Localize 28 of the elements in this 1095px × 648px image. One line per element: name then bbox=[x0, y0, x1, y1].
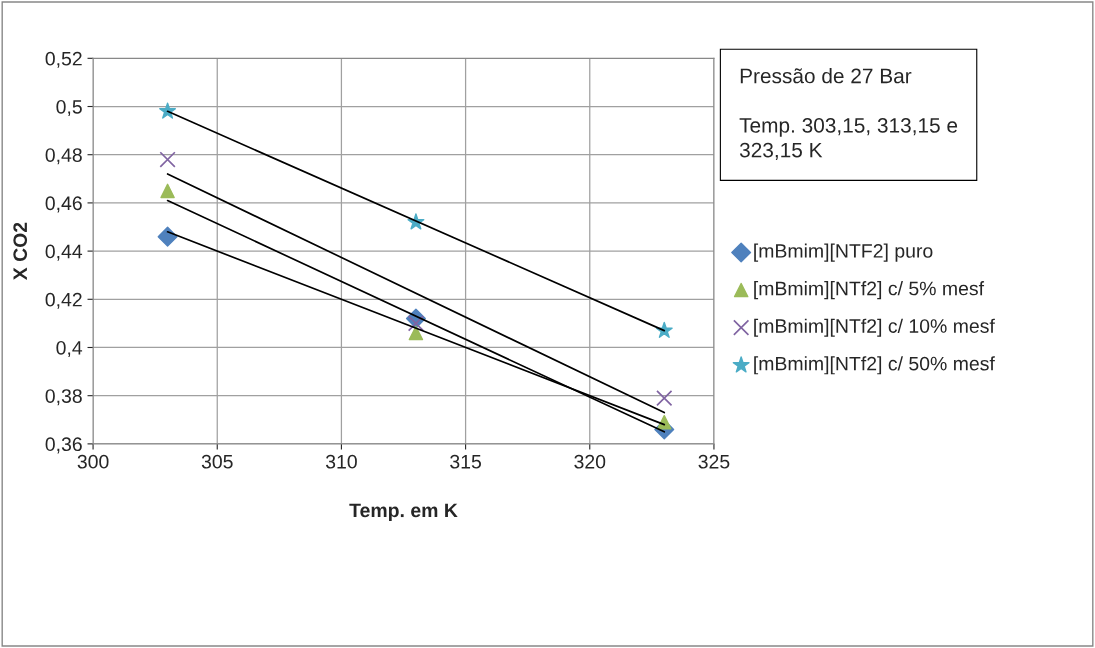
y-tick-label: 0,46 bbox=[45, 196, 82, 213]
x-tick-label: 315 bbox=[450, 454, 481, 469]
legend-label: [mBmim][NTf2] c/ 50% mesf bbox=[754, 356, 995, 375]
y-tick-label: 0,44 bbox=[45, 244, 83, 261]
x-tick-label: 325 bbox=[698, 454, 730, 469]
point bbox=[157, 226, 178, 247]
point bbox=[160, 183, 175, 199]
point bbox=[407, 315, 425, 332]
legend-label: [mBmim][NTF2] puro bbox=[754, 243, 933, 262]
text: Pressão de 27 Bar Temp. 303,15, 313,15 e 323,15 K bbox=[739, 68, 958, 160]
x-axis-title: Temp. em K bbox=[349, 503, 458, 522]
point bbox=[408, 325, 424, 341]
y-tick-label: 0,38 bbox=[45, 389, 82, 406]
x-tick-label: 320 bbox=[574, 454, 606, 469]
x-tick-label: 300 bbox=[77, 454, 109, 469]
y-tick-label: 0,4 bbox=[56, 340, 83, 358]
x-tick-label: 310 bbox=[325, 454, 357, 469]
x-tick-label: 305 bbox=[201, 454, 233, 469]
point bbox=[159, 151, 176, 168]
point bbox=[656, 389, 673, 407]
y-tick-label: 0,48 bbox=[45, 148, 82, 165]
y-axis-title: X CO2 bbox=[13, 222, 28, 281]
y-tick-label: 0,52 bbox=[45, 51, 82, 68]
y-tick-label: 0,5 bbox=[56, 99, 82, 117]
legend-label: [mBmim][NTf2] c/ 5% mesf bbox=[754, 281, 985, 300]
legend-label: [mBmim][NTf2] c/ 10% mesf bbox=[754, 318, 995, 337]
y-tick-label: 0,36 bbox=[45, 437, 82, 454]
y-tick-label: 0,42 bbox=[45, 292, 82, 309]
